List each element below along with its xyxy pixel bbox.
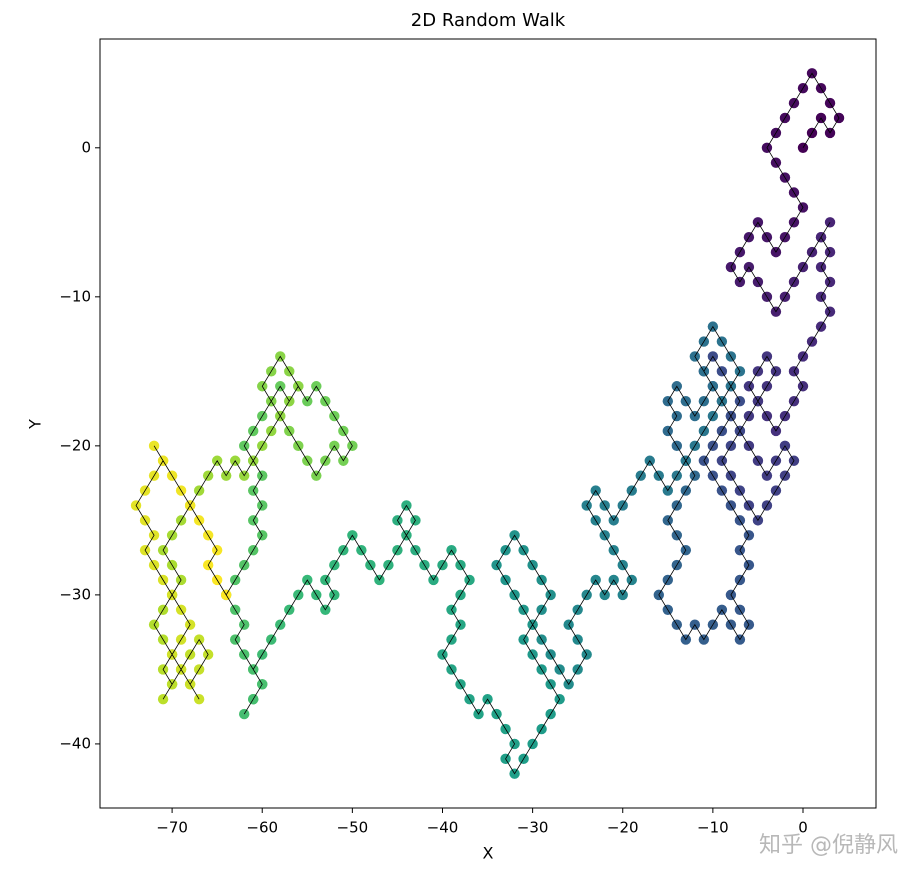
points (130, 68, 845, 779)
x-tick-label: −40 (427, 819, 459, 837)
x-tick-label: −10 (697, 819, 729, 837)
walk-line (135, 72, 840, 775)
x-tick-label: −20 (607, 819, 639, 837)
x-tick-label: −60 (246, 819, 278, 837)
x-tick-label: −30 (517, 819, 549, 837)
watermark: 知乎 @倪静风 (759, 833, 898, 858)
chart-title: 2D Random Walk (411, 10, 566, 31)
y-tick-label: 0 (81, 138, 91, 156)
y-tick-label: −30 (59, 585, 91, 603)
plot-frame (99, 38, 877, 809)
x-tick-label: −50 (337, 819, 369, 837)
y-tick-label: −20 (59, 436, 91, 454)
y-tick-label: −10 (59, 287, 91, 305)
y-axis-label: Y (26, 419, 45, 430)
x-axis-label: X (483, 844, 494, 863)
x-tick-label: 0 (798, 819, 808, 837)
point (148, 440, 160, 452)
y-tick-label: −40 (59, 734, 91, 752)
x-tick-label: −70 (156, 819, 188, 837)
